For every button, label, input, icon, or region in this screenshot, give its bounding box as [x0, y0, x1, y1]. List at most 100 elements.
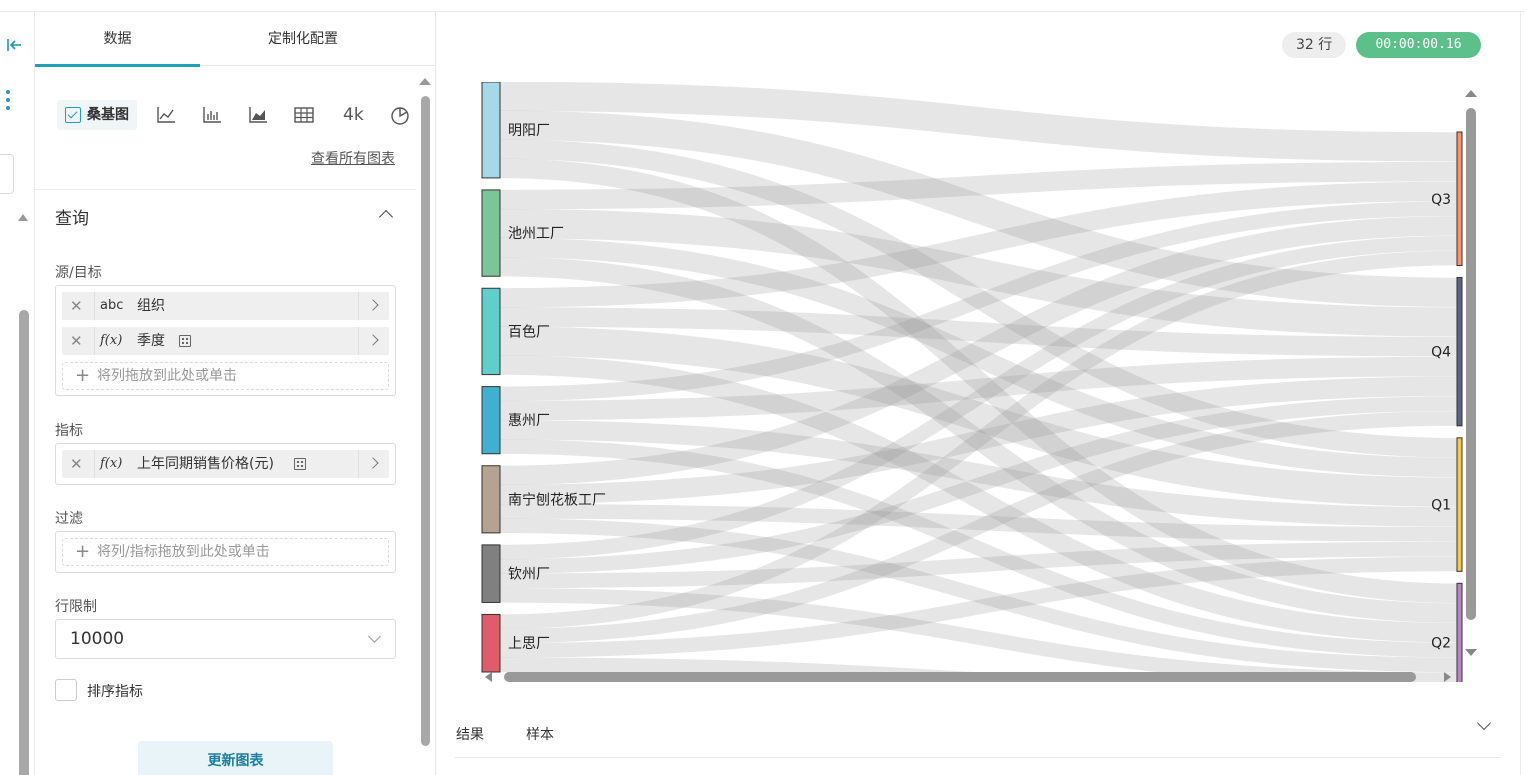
filter-label: 过滤 — [55, 511, 83, 527]
pie-chart-icon[interactable] — [389, 104, 411, 126]
pill-separator-right — [358, 292, 359, 320]
sankey-link[interactable] — [499, 82, 1458, 162]
sankey-link[interactable] — [499, 110, 1458, 307]
pill-separator — [94, 327, 95, 355]
sankey-link[interactable] — [499, 161, 1458, 210]
row-limit-select[interactable]: 10000 — [55, 619, 396, 659]
filter-add[interactable]: + 将列/指标拖放到此处或单击 — [62, 538, 389, 566]
pill-separator-right — [358, 327, 359, 355]
column-type-label: abc — [100, 298, 124, 313]
chevron-right-icon[interactable] — [367, 334, 379, 346]
chevron-up-icon[interactable] — [378, 209, 394, 225]
top-border — [0, 11, 1525, 12]
sankey-link[interactable] — [499, 504, 1458, 542]
sankey-link[interactable] — [499, 216, 1458, 486]
sort-metric-label[interactable]: 排序指标 — [87, 684, 143, 700]
scroll-up-arrow[interactable] — [1465, 90, 1477, 97]
sankey-link[interactable] — [499, 139, 1458, 458]
scroll-down-arrow[interactable] — [1465, 649, 1477, 656]
sankey-link[interactable] — [499, 235, 1458, 560]
tab-data[interactable]: 数据 — [35, 12, 200, 67]
sankey-link[interactable] — [499, 355, 1458, 643]
chevron-right-icon[interactable] — [367, 457, 379, 469]
panel-scroll-up-arrow[interactable] — [419, 78, 431, 85]
sankey-link[interactable] — [499, 201, 1458, 402]
collapse-panel-icon[interactable] — [5, 36, 23, 54]
sankey-target-node[interactable] — [1456, 582, 1463, 682]
sankey-source-label: 惠州厂 — [508, 413, 550, 429]
sankey-link[interactable] — [499, 411, 1458, 644]
sankey-link[interactable] — [499, 396, 1458, 574]
remove-icon[interactable]: ✕ — [70, 332, 83, 350]
sort-metric-checkbox[interactable] — [55, 679, 77, 701]
horizontal-scrollbar[interactable] — [504, 672, 1416, 682]
table-icon[interactable] — [293, 104, 315, 126]
update-chart-button[interactable]: 更新图表 — [138, 741, 333, 775]
dropzone-hint: 将列拖放到此处或单击 — [97, 368, 237, 384]
sankey-link[interactable] — [499, 376, 1458, 505]
sankey-source-label: 上思厂 — [508, 636, 550, 652]
column-name: 季度 — [137, 333, 165, 349]
sankey-target-node[interactable] — [1456, 437, 1463, 572]
scroll-left-arrow[interactable] — [485, 672, 492, 682]
tab-samples[interactable]: 样本 — [526, 727, 554, 743]
area-chart-icon[interactable] — [247, 104, 269, 126]
sankey-link[interactable] — [499, 439, 1458, 658]
calculated-metric-icon — [294, 458, 306, 470]
sankey-link[interactable] — [499, 250, 1458, 629]
more-options-icon[interactable] — [6, 90, 12, 114]
remove-icon[interactable]: ✕ — [70, 455, 83, 473]
left-scroll-up-arrow[interactable] — [18, 214, 28, 221]
dropzone-hint: 将列/指标拖放到此处或单击 — [97, 544, 270, 560]
scroll-right-arrow[interactable] — [1444, 672, 1451, 682]
sankey-link[interactable] — [499, 158, 1458, 603]
sankey-link[interactable] — [499, 541, 1458, 589]
result-tabs: 结果 样本 — [455, 712, 1500, 758]
sankey-link[interactable] — [499, 307, 1458, 357]
sankey-source-node[interactable] — [481, 386, 501, 455]
row-limit-value: 10000 — [70, 629, 125, 649]
sankey-target-label: Q4 — [1431, 345, 1451, 361]
sankey-link[interactable] — [499, 518, 1458, 673]
sankey-target-node[interactable] — [1456, 277, 1463, 427]
sankey-source-node[interactable] — [481, 287, 501, 376]
sankey-link[interactable] — [499, 237, 1458, 478]
sankey-source-node[interactable] — [481, 189, 501, 277]
sankey-link[interactable] — [499, 208, 1458, 337]
sankey-target-node[interactable] — [1456, 131, 1463, 266]
sankey-link[interactable] — [499, 181, 1458, 308]
sankey-link[interactable] — [499, 326, 1458, 507]
source-target-item-quarter[interactable]: ✕ f(x) 季度 — [62, 327, 389, 355]
remove-icon[interactable]: ✕ — [70, 297, 83, 315]
pill-separator — [94, 292, 95, 320]
sankey-link[interactable] — [499, 420, 1458, 527]
sankey-source-node[interactable] — [481, 465, 501, 534]
sankey-link[interactable] — [499, 556, 1458, 658]
left-collapsed-box[interactable] — [0, 154, 14, 194]
chart-area: 32 行 00:00:00.16 明阳厂 池州工厂 百色厂 惠州厂 南宁刨花板工厂 钦州厂… — [437, 12, 1525, 775]
sankey-source-node[interactable] — [481, 544, 501, 603]
chevron-right-icon[interactable] — [367, 299, 379, 311]
sankey-link[interactable] — [499, 356, 1458, 421]
line-chart-icon[interactable] — [155, 104, 177, 126]
big-number-icon[interactable]: 4k — [343, 105, 364, 125]
bar-chart-icon[interactable] — [201, 104, 223, 126]
sankey-source-node[interactable] — [481, 82, 501, 179]
chart-type-sankey[interactable]: 桑基图 — [57, 100, 137, 130]
source-target-item-org[interactable]: ✕ abc 组织 — [62, 292, 389, 320]
tab-customize[interactable]: 定制化配置 — [268, 31, 338, 47]
calculated-column-icon — [179, 335, 191, 347]
sankey-link[interactable] — [499, 256, 1458, 623]
view-all-charts-link[interactable]: 查看所有图表 — [311, 151, 395, 167]
sankey-target-label: Q1 — [1431, 498, 1451, 514]
panel-scrollbar[interactable] — [421, 96, 430, 746]
sankey-source-node[interactable] — [481, 613, 501, 673]
metric-item[interactable]: ✕ f(x) 上年同期销售价格(元) — [62, 450, 389, 478]
tab-results[interactable]: 结果 — [456, 727, 484, 743]
pill-separator — [94, 450, 95, 478]
vertical-scrollbar[interactable] — [1466, 108, 1476, 620]
chevron-down-icon — [368, 630, 381, 643]
left-scrollbar[interactable] — [19, 310, 29, 775]
source-target-add[interactable]: + 将列拖放到此处或单击 — [62, 362, 389, 390]
query-section-title[interactable]: 查询 — [55, 209, 89, 229]
